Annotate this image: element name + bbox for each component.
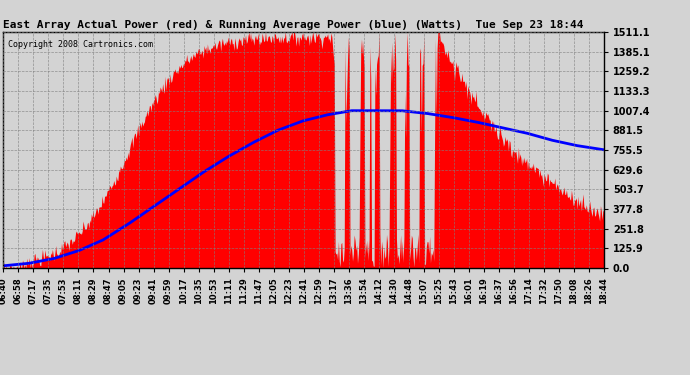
- Text: East Array Actual Power (red) & Running Average Power (blue) (Watts)  Tue Sep 23: East Array Actual Power (red) & Running …: [3, 20, 584, 30]
- Text: Copyright 2008 Cartronics.com: Copyright 2008 Cartronics.com: [8, 40, 153, 49]
